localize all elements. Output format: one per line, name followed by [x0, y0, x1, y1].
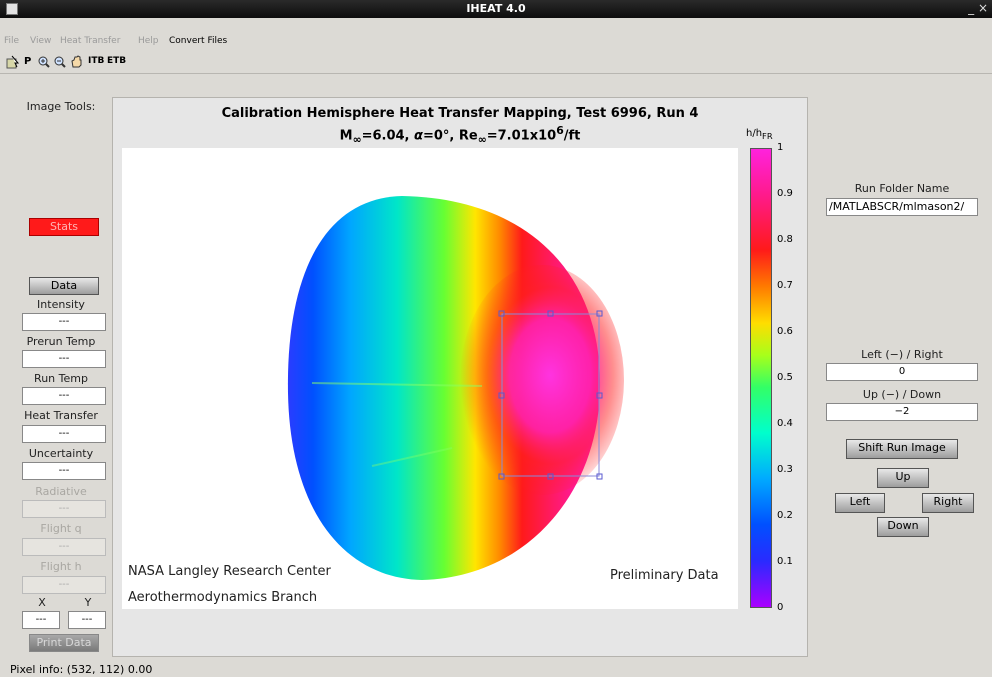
- run-folder-label: Run Folder Name: [854, 182, 950, 195]
- branch-label: Aerothermodynamics Branch: [128, 590, 318, 605]
- radiative-label: Radiative: [35, 485, 87, 498]
- toolbar: P ITB ETB: [0, 52, 992, 74]
- prerun-temp-label: Prerun Temp: [26, 335, 96, 348]
- uncertainty-field[interactable]: ---: [22, 462, 106, 480]
- flight-h-label: Flight h: [40, 560, 82, 573]
- stats-button[interactable]: Stats: [29, 218, 99, 236]
- etb-button[interactable]: ETB: [107, 56, 127, 66]
- menu-convert-files[interactable]: Convert Files: [169, 36, 228, 46]
- x-label: X: [38, 596, 46, 609]
- flight-h-field: ---: [22, 576, 106, 594]
- plot-title: Calibration Hemisphere Heat Transfer Map…: [221, 106, 699, 121]
- colorbar-title: h/hFR: [746, 128, 773, 141]
- right-button[interactable]: Right: [922, 493, 974, 513]
- plot-subtitle: M∞=6.04, α=0°, Re∞=7.01x106/ft: [339, 124, 581, 146]
- y-field[interactable]: ---: [68, 611, 106, 629]
- menu-file[interactable]: File: [4, 36, 20, 46]
- zoom-out-icon[interactable]: [54, 56, 66, 68]
- colorbar-tick-label: 0.2: [777, 510, 793, 521]
- radiative-field: ---: [22, 500, 106, 518]
- heat-transfer-field[interactable]: ---: [22, 425, 106, 443]
- left-right-field[interactable]: 0: [826, 363, 978, 381]
- run-temp-label: Run Temp: [34, 372, 88, 385]
- intensity-label: Intensity: [37, 298, 85, 311]
- menu-view[interactable]: View: [30, 36, 52, 46]
- colorbar-tick-label: 0.9: [777, 188, 793, 199]
- colorbar-tick-label: 0.4: [777, 418, 793, 429]
- heat-transfer-label: Heat Transfer: [24, 409, 98, 422]
- selection-handles[interactable]: [498, 310, 603, 480]
- prerun-temp-field[interactable]: ---: [22, 350, 106, 368]
- data-button[interactable]: Data: [29, 277, 99, 295]
- itb-button[interactable]: ITB: [88, 56, 105, 66]
- left-button[interactable]: Left: [835, 493, 885, 513]
- run-temp-field[interactable]: ---: [22, 387, 106, 405]
- up-button[interactable]: Up: [877, 468, 929, 488]
- pan-hand-icon[interactable]: [70, 55, 83, 68]
- zoom-in-icon[interactable]: [38, 56, 50, 68]
- data-cursor-icon[interactable]: [6, 55, 20, 69]
- nasa-label: NASA Langley Research Center: [128, 564, 331, 579]
- window-title: IHEAT 4.0: [466, 2, 526, 15]
- shift-run-image-button[interactable]: Shift Run Image: [846, 439, 958, 459]
- up-down-label: Up (−) / Down: [862, 388, 942, 401]
- heat-transfer-image[interactable]: [122, 148, 738, 609]
- colorbar-tick-label: 0.6: [777, 326, 793, 337]
- up-down-field[interactable]: −2: [826, 403, 978, 421]
- flight-q-label: Flight q: [40, 522, 82, 535]
- y-label: Y: [84, 596, 92, 609]
- colorbar-tick-label: 0: [777, 602, 784, 613]
- window-controls[interactable]: _ ×: [968, 1, 988, 15]
- left-right-label: Left (−) / Right: [861, 348, 943, 361]
- colorbar-tick-label: 0.5: [777, 372, 793, 383]
- image-tools-label: Image Tools:: [26, 100, 96, 113]
- uncertainty-label: Uncertainty: [28, 447, 94, 460]
- menu-heat-transfer[interactable]: Heat Transfer: [60, 36, 121, 46]
- menu-help[interactable]: Help: [138, 36, 159, 46]
- preliminary-label: Preliminary Data: [610, 568, 719, 583]
- pixel-info-status: Pixel info: (532, 112) 0.00: [10, 663, 153, 676]
- run-folder-field[interactable]: /MATLABSCR/mlmason2/: [826, 198, 978, 216]
- colorbar-tick-label: 0.1: [777, 556, 793, 567]
- menu-bar: File View Heat Transfer Help Convert Fil…: [0, 34, 992, 50]
- stagnation-region: [460, 265, 624, 495]
- intensity-field[interactable]: ---: [22, 313, 106, 331]
- flight-q-field: ---: [22, 538, 106, 556]
- x-field[interactable]: ---: [22, 611, 60, 629]
- colorbar-tick-label: 1: [777, 142, 784, 153]
- colorbar-tick-label: 0.8: [777, 234, 793, 245]
- down-button[interactable]: Down: [877, 517, 929, 537]
- colorbar-tick-label: 0.3: [777, 464, 793, 475]
- colorbar: [750, 148, 772, 608]
- window-titlebar: IHEAT 4.0 _ ×: [0, 0, 992, 18]
- matlab-app-icon: [6, 3, 18, 15]
- p-button[interactable]: P: [24, 56, 32, 67]
- heatmap-svg: [287, 196, 624, 580]
- print-data-button: Print Data: [29, 634, 99, 652]
- selection-rectangle[interactable]: [501, 313, 600, 477]
- colorbar-tick-label: 0.7: [777, 280, 793, 291]
